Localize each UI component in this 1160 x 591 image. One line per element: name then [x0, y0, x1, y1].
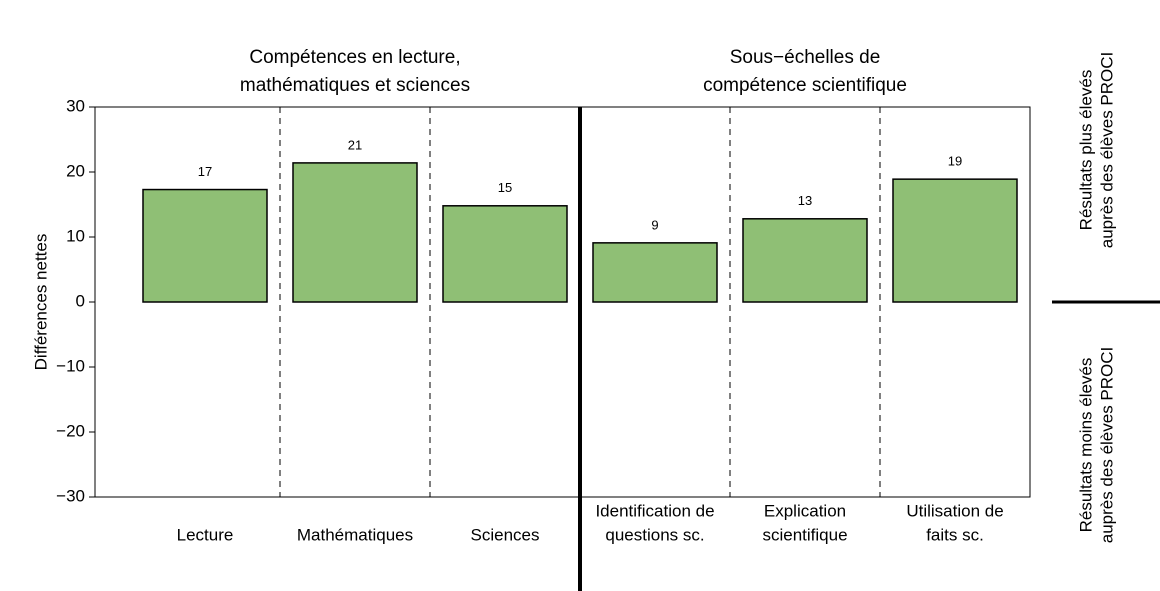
- y-tick-label: −30: [56, 486, 85, 505]
- x-tick-label: Utilisation de: [906, 501, 1003, 520]
- y-tick-label: −10: [56, 356, 85, 375]
- bar: [442, 205, 568, 303]
- group-title: Compétences en lecture,: [249, 47, 460, 68]
- annotation: auprès des élèves PROCI: [1097, 347, 1116, 544]
- bar: [742, 218, 868, 303]
- bar: [892, 178, 1018, 303]
- x-tick-label: Lecture: [177, 525, 234, 544]
- y-tick-label: 10: [66, 226, 85, 245]
- y-tick-label: 30: [66, 96, 85, 115]
- value-label: 19: [948, 154, 962, 169]
- group-title: mathématiques et sciences: [240, 75, 470, 96]
- bar: [292, 162, 418, 303]
- value-label: 13: [798, 193, 812, 208]
- group-title: compétence scientifique: [703, 75, 907, 96]
- x-tick-label: Mathématiques: [297, 525, 413, 544]
- x-tick-label: faits sc.: [926, 525, 984, 544]
- group-title: Sous−échelles de: [730, 47, 881, 68]
- x-tick-label: scientifique: [762, 525, 847, 544]
- value-label: 17: [198, 164, 212, 179]
- x-tick-label: Identification de: [595, 501, 714, 520]
- x-tick-label: Sciences: [471, 525, 540, 544]
- value-label: 21: [348, 137, 362, 152]
- x-tick-label: Explication: [764, 501, 846, 520]
- y-tick-label: 20: [66, 161, 85, 180]
- value-label: 15: [498, 180, 512, 195]
- annotation: auprès des élèves PROCI: [1097, 52, 1116, 249]
- value-label: 9: [651, 217, 658, 232]
- annotation: Résultats plus élevés: [1076, 70, 1095, 231]
- y-tick-label: 0: [76, 291, 85, 310]
- y-axis-label: Différences nettes: [31, 234, 50, 371]
- bar: [142, 188, 268, 303]
- bar: [592, 242, 718, 303]
- x-tick-label: questions sc.: [605, 525, 704, 544]
- annotation: Résultats moins élevés: [1076, 358, 1095, 533]
- y-tick-label: −20: [56, 421, 85, 440]
